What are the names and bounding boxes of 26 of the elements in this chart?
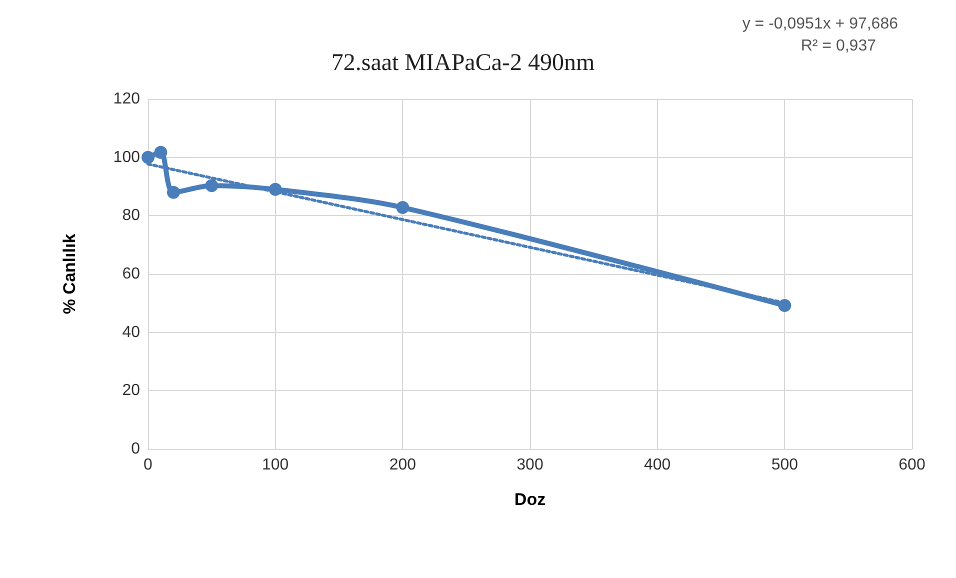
x-tick-label: 400	[644, 456, 671, 474]
y-tick-label: 60	[122, 266, 140, 282]
x-tick-label: 500	[771, 456, 798, 474]
y-tick-label: 40	[122, 324, 140, 341]
point	[166, 186, 180, 199]
chart-title: 72.saat MIAPaCa-2 490nm	[331, 50, 595, 76]
x-tick-label: 300	[516, 456, 544, 474]
point	[396, 201, 410, 214]
point	[142, 150, 154, 164]
x-tick-label: 600	[898, 456, 926, 474]
text: y = -0,0951x + 97,686	[742, 16, 898, 32]
y-tick-label: 120	[113, 90, 140, 108]
x-axis-title: Doz	[514, 490, 546, 509]
point	[205, 179, 218, 192]
text: R² = 0,937	[800, 38, 876, 54]
point	[778, 299, 792, 312]
x-tick-label: 200	[389, 456, 416, 474]
y-tick-label: 80	[122, 207, 140, 224]
x-tick-label: 100	[262, 456, 289, 474]
y-tick-label: 20	[122, 382, 140, 400]
point	[268, 182, 282, 196]
point	[154, 146, 168, 159]
y-tick-label: 0	[131, 440, 140, 458]
y-tick-label: 100	[113, 148, 140, 166]
x-tick-label: 0	[144, 456, 153, 474]
y-axis-title: % Canlılık	[60, 233, 79, 314]
